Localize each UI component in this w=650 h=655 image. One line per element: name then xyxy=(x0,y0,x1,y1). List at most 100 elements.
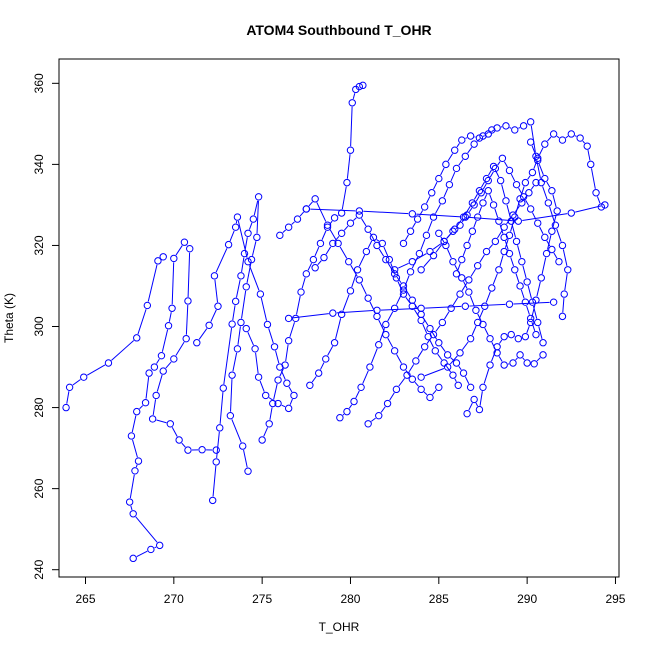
series-segment xyxy=(137,551,148,556)
series-segment xyxy=(575,206,601,212)
series-segment xyxy=(199,329,207,340)
data-point xyxy=(376,342,382,348)
series-segment xyxy=(486,292,490,303)
data-point xyxy=(443,161,449,167)
series-segment xyxy=(363,371,369,384)
data-point xyxy=(374,313,380,319)
data-point xyxy=(480,200,486,206)
series-segment xyxy=(510,128,512,129)
series-segment xyxy=(500,255,503,266)
series-segment xyxy=(459,160,463,166)
data-point xyxy=(457,291,463,297)
series-segment xyxy=(388,338,393,347)
series-segment xyxy=(264,427,268,436)
series-segment xyxy=(133,440,138,457)
series-segment xyxy=(290,399,292,405)
data-point xyxy=(524,279,530,285)
series-segment xyxy=(493,273,497,284)
data-point xyxy=(262,392,268,398)
x-tick-label: 290 xyxy=(517,592,537,606)
series-segment xyxy=(430,340,433,347)
series-segment xyxy=(456,228,457,229)
series-segment xyxy=(289,387,292,392)
data-point xyxy=(81,374,87,380)
data-point xyxy=(561,291,567,297)
series-segment xyxy=(492,130,494,132)
series-segment xyxy=(308,263,311,270)
series-segment xyxy=(489,244,493,248)
series-segment xyxy=(448,154,453,161)
series-segment xyxy=(356,391,359,398)
data-point xyxy=(436,230,442,236)
series-segment xyxy=(523,358,525,360)
series-segment xyxy=(297,296,301,315)
series-segment xyxy=(563,249,567,266)
data-point xyxy=(367,364,373,370)
data-point xyxy=(485,177,491,183)
data-point xyxy=(429,190,435,196)
data-point xyxy=(128,433,134,439)
data-point xyxy=(469,228,475,234)
series-segment xyxy=(276,351,279,364)
series-segment xyxy=(462,342,468,350)
data-point xyxy=(363,248,369,254)
data-point xyxy=(517,352,523,358)
series-segment xyxy=(527,306,530,315)
series-segment xyxy=(436,326,440,332)
data-point xyxy=(554,208,560,214)
series-segment xyxy=(384,247,388,256)
data-point xyxy=(376,412,382,418)
data-point xyxy=(459,256,465,262)
data-point xyxy=(294,216,300,222)
data-point xyxy=(545,200,551,206)
data-point xyxy=(418,311,424,317)
data-point xyxy=(418,386,424,392)
data-point xyxy=(232,224,238,230)
series-segment xyxy=(554,253,557,258)
data-point xyxy=(285,224,291,230)
series-segment xyxy=(523,266,526,279)
data-point xyxy=(134,335,140,341)
series-segment xyxy=(527,326,530,333)
data-point xyxy=(365,421,371,427)
data-point xyxy=(132,468,138,474)
data-point xyxy=(330,310,336,316)
data-point xyxy=(490,163,496,169)
series-segment xyxy=(396,294,401,305)
series-segment xyxy=(531,186,533,190)
series-segment xyxy=(379,249,384,256)
data-point xyxy=(310,256,316,262)
data-point xyxy=(356,277,362,283)
data-point xyxy=(455,382,461,388)
series-segment xyxy=(480,255,485,262)
series-segment xyxy=(224,328,232,384)
series-segment xyxy=(522,214,567,221)
data-point xyxy=(351,398,357,404)
series-segment xyxy=(353,218,356,221)
data-point xyxy=(432,348,438,354)
data-point xyxy=(593,190,599,196)
data-point xyxy=(349,100,355,106)
data-point xyxy=(245,468,251,474)
series-segment xyxy=(526,200,529,205)
series-segment xyxy=(156,420,166,423)
data-point xyxy=(540,352,546,358)
series-segment xyxy=(132,416,136,433)
data-point xyxy=(550,299,556,305)
data-point xyxy=(497,177,503,183)
data-point xyxy=(347,147,353,153)
series-segment xyxy=(309,202,313,206)
data-point xyxy=(462,153,468,159)
x-tick-label: 275 xyxy=(252,592,272,606)
series-segment xyxy=(282,405,285,407)
y-tick-label: 280 xyxy=(32,397,46,417)
data-point xyxy=(303,206,309,212)
data-point xyxy=(149,416,155,422)
data-point xyxy=(391,348,397,354)
series-segment xyxy=(231,379,232,412)
data-point xyxy=(393,386,399,392)
data-point xyxy=(519,258,525,264)
series-segment xyxy=(146,377,149,399)
data-point xyxy=(245,230,251,236)
